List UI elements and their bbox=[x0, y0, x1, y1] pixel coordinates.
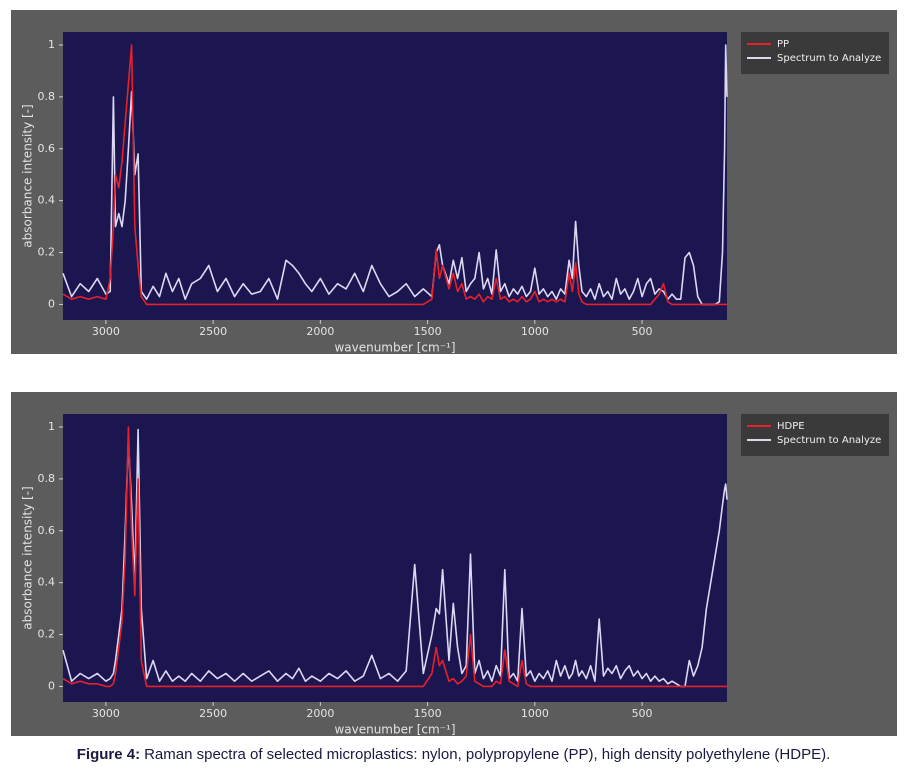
legend-label: Spectrum to Analyze bbox=[777, 53, 881, 64]
legend bbox=[741, 32, 889, 74]
y-tick-label: 0 bbox=[48, 297, 55, 310]
legend-label: Spectrum to Analyze bbox=[777, 435, 881, 446]
x-tick-label: 500 bbox=[632, 325, 653, 338]
y-axis-label: absorbance intensity [-] bbox=[21, 486, 35, 629]
line-series bbox=[62, 426, 727, 688]
plot-area bbox=[63, 32, 727, 320]
x-tick-label: 3000 bbox=[92, 707, 120, 720]
y-tick-label: 0.8 bbox=[38, 472, 56, 485]
x-tick-label: 1000 bbox=[521, 325, 549, 338]
legend bbox=[741, 414, 889, 456]
y-tick-label: 0.4 bbox=[38, 194, 56, 207]
caption: Figure 4: Raman spectra of selected micro… bbox=[0, 746, 907, 763]
x-tick-label: 500 bbox=[632, 707, 653, 720]
x-tick-label: 2500 bbox=[199, 325, 227, 338]
x-tick-label: 2000 bbox=[306, 707, 334, 720]
chart: 0 0.2 0.4 0.6 0.8 1 3000 2500 2000 1500 1000 500 wav… bbox=[11, 10, 897, 354]
y-axis-label: absorbance intensity [-] bbox=[21, 104, 35, 247]
line-series bbox=[62, 428, 728, 688]
y-tick-label: 0.6 bbox=[38, 524, 56, 537]
y-tick-label: 1 bbox=[48, 38, 55, 51]
y-tick-label: 1 bbox=[48, 420, 55, 433]
y-tick-label: 0.2 bbox=[38, 628, 56, 641]
x-tick-label: 3000 bbox=[92, 325, 120, 338]
chart: 0 0.2 0.4 0.6 0.8 1 3000 2500 2000 1500 1000 500 wav… bbox=[11, 392, 897, 736]
y-tick-label: 0.6 bbox=[38, 142, 56, 155]
y-tick-label: 0.4 bbox=[38, 576, 56, 589]
x-tick-label: 2000 bbox=[306, 325, 334, 338]
x-tick-label: 1500 bbox=[414, 707, 442, 720]
x-tick-label: 1000 bbox=[521, 707, 549, 720]
plot-area bbox=[63, 414, 727, 702]
legend-label: PP bbox=[777, 39, 789, 50]
caption-text: Raman spectra of selected microplastics:… bbox=[144, 746, 831, 763]
legend-label: HDPE bbox=[777, 421, 805, 432]
line-series bbox=[62, 44, 727, 306]
line-series bbox=[62, 44, 728, 306]
x-axis-label: wavenumber [cm⁻¹] bbox=[334, 723, 455, 737]
caption-label: Figure 4: bbox=[76, 746, 141, 763]
y-tick-label: 0.8 bbox=[38, 90, 56, 103]
y-tick-label: 0.2 bbox=[38, 246, 56, 259]
y-tick-label: 0 bbox=[48, 679, 55, 692]
x-tick-label: 1500 bbox=[414, 325, 442, 338]
x-tick-label: 2500 bbox=[199, 707, 227, 720]
x-axis-label: wavenumber [cm⁻¹] bbox=[334, 341, 455, 355]
